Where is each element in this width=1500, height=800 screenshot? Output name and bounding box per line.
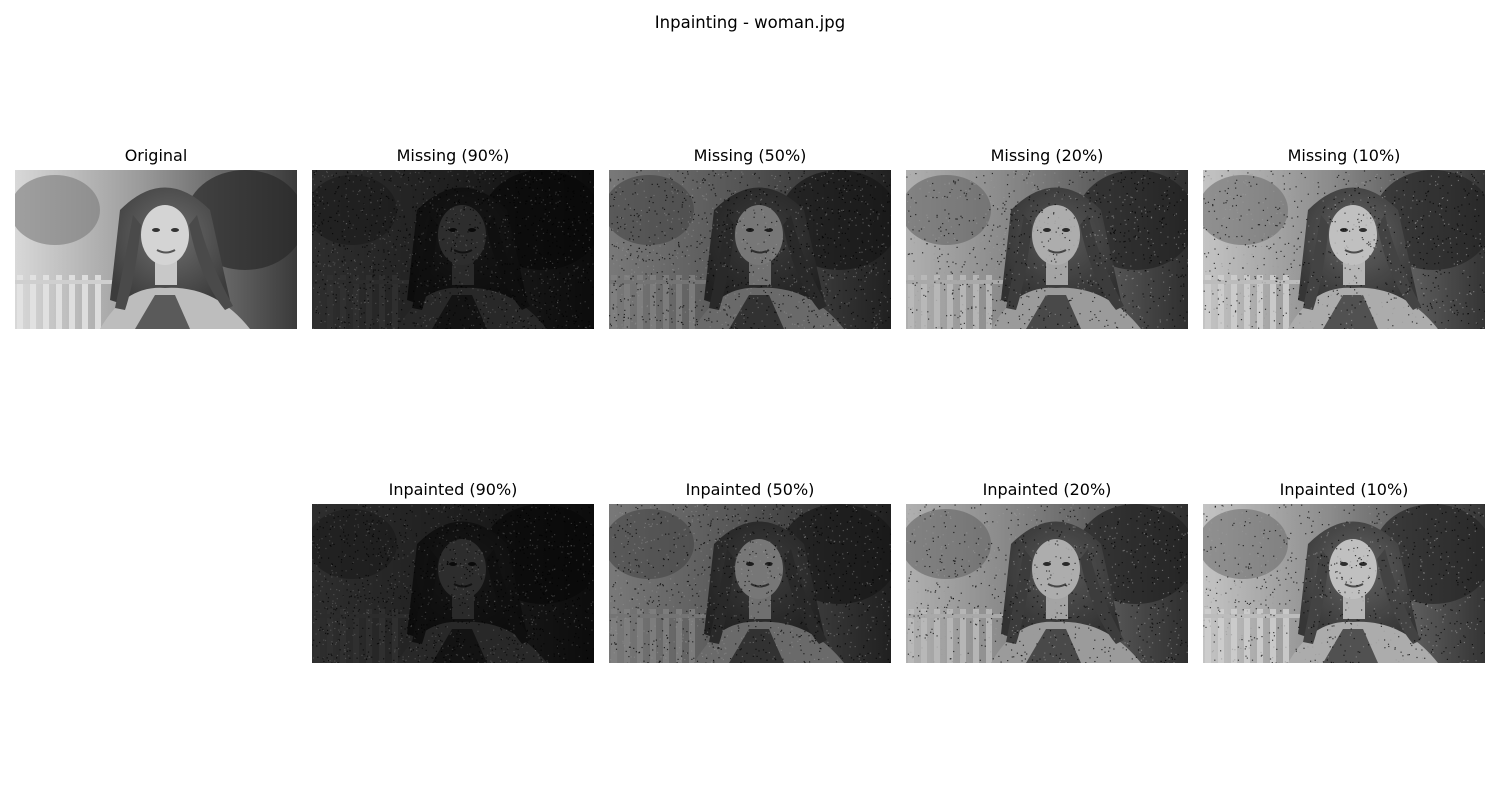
missing-20-image <box>906 170 1188 329</box>
inpainted-50-image <box>609 504 891 663</box>
missing-90-image <box>312 170 594 329</box>
panel-title: Missing (90%) <box>396 146 510 165</box>
panel-title: Missing (10%) <box>1287 146 1401 165</box>
panel-title: Original <box>124 146 188 165</box>
inpainted-10-image <box>1203 504 1485 663</box>
panel-title: Missing (20%) <box>990 146 1104 165</box>
panel-title: Missing (50%) <box>693 146 807 165</box>
panel-title: Inpainted (10%) <box>1279 480 1409 499</box>
original-image <box>15 170 297 329</box>
figure-title: Inpainting - woman.jpg <box>654 13 846 32</box>
panel-title: Inpainted (20%) <box>982 480 1112 499</box>
missing-50-image <box>609 170 891 329</box>
panel-title: Inpainted (90%) <box>388 480 518 499</box>
panel-title: Inpainted (50%) <box>685 480 815 499</box>
inpainted-20-image <box>906 504 1188 663</box>
missing-10-image <box>1203 170 1485 329</box>
inpainted-90-image <box>312 504 594 663</box>
